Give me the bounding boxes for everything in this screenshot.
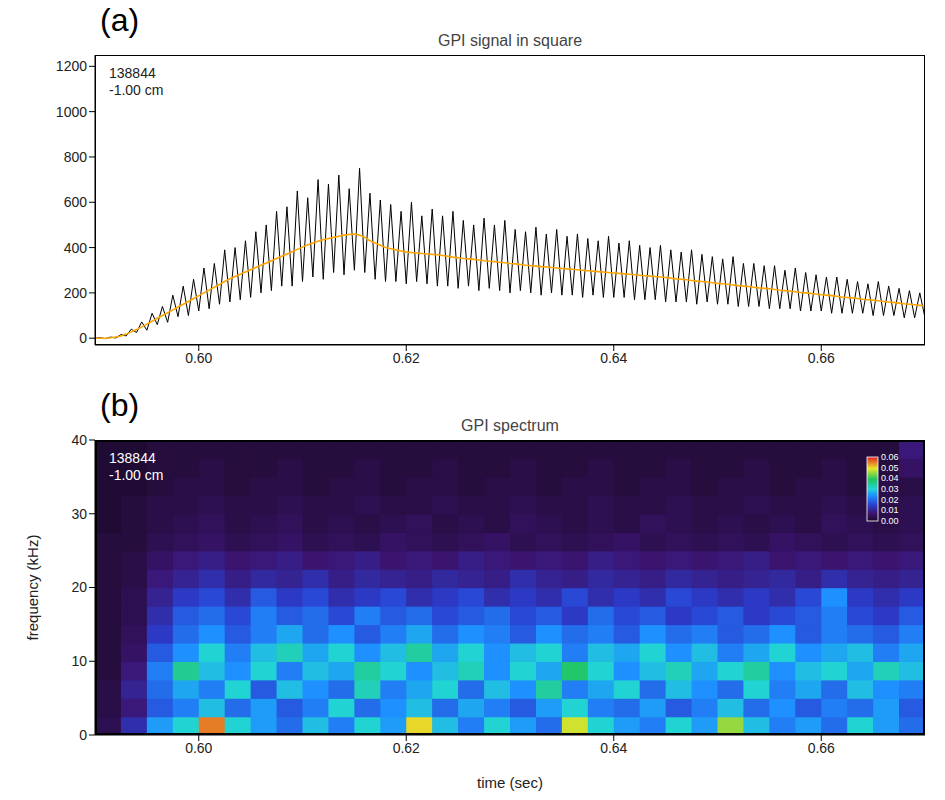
svg-text:0.64: 0.64 bbox=[600, 740, 627, 756]
svg-text:400: 400 bbox=[64, 240, 88, 256]
svg-text:0.60: 0.60 bbox=[185, 350, 212, 366]
svg-text:1000: 1000 bbox=[56, 104, 87, 120]
svg-text:time (sec): time (sec) bbox=[477, 774, 543, 791]
svg-text:0: 0 bbox=[79, 330, 87, 346]
svg-text:20: 20 bbox=[71, 579, 87, 595]
svg-text:0.05: 0.05 bbox=[881, 463, 899, 473]
svg-text:200: 200 bbox=[64, 285, 88, 301]
svg-text:0.06: 0.06 bbox=[881, 452, 899, 462]
svg-text:0.02: 0.02 bbox=[881, 495, 899, 505]
svg-text:800: 800 bbox=[64, 149, 88, 165]
svg-text:0.66: 0.66 bbox=[808, 740, 835, 756]
svg-text:0.04: 0.04 bbox=[881, 473, 899, 483]
svg-text:1200: 1200 bbox=[56, 58, 87, 74]
html-text:138844: 138844 bbox=[109, 450, 156, 466]
svg-text:0.03: 0.03 bbox=[881, 484, 899, 494]
html-text:GPI signal in square: GPI signal in square bbox=[438, 32, 582, 49]
svg-text:40: 40 bbox=[71, 432, 87, 448]
svg-text:frequency (kHz): frequency (kHz) bbox=[24, 535, 41, 641]
html-text:-1.00 cm: -1.00 cm bbox=[109, 82, 164, 98]
svg-text:0.62: 0.62 bbox=[393, 740, 420, 756]
svg-text:30: 30 bbox=[71, 506, 87, 522]
svg-text:0.01: 0.01 bbox=[881, 505, 899, 515]
svg-text:10: 10 bbox=[71, 653, 87, 669]
html-text:(b): (b) bbox=[100, 387, 140, 423]
svg-text:600: 600 bbox=[64, 194, 88, 210]
html-text:-1.00 cm: -1.00 cm bbox=[109, 467, 164, 483]
svg-text:0: 0 bbox=[79, 727, 87, 743]
html-text:GPI spectrum: GPI spectrum bbox=[461, 417, 559, 434]
svg-text:0.60: 0.60 bbox=[185, 740, 212, 756]
html-text:(a): (a) bbox=[100, 2, 140, 38]
svg-text:0.62: 0.62 bbox=[393, 350, 420, 366]
html-text:138844: 138844 bbox=[109, 65, 156, 81]
svg-text:0.66: 0.66 bbox=[808, 350, 835, 366]
svg-text:0.00: 0.00 bbox=[881, 516, 899, 526]
svg-text:0.64: 0.64 bbox=[600, 350, 627, 366]
